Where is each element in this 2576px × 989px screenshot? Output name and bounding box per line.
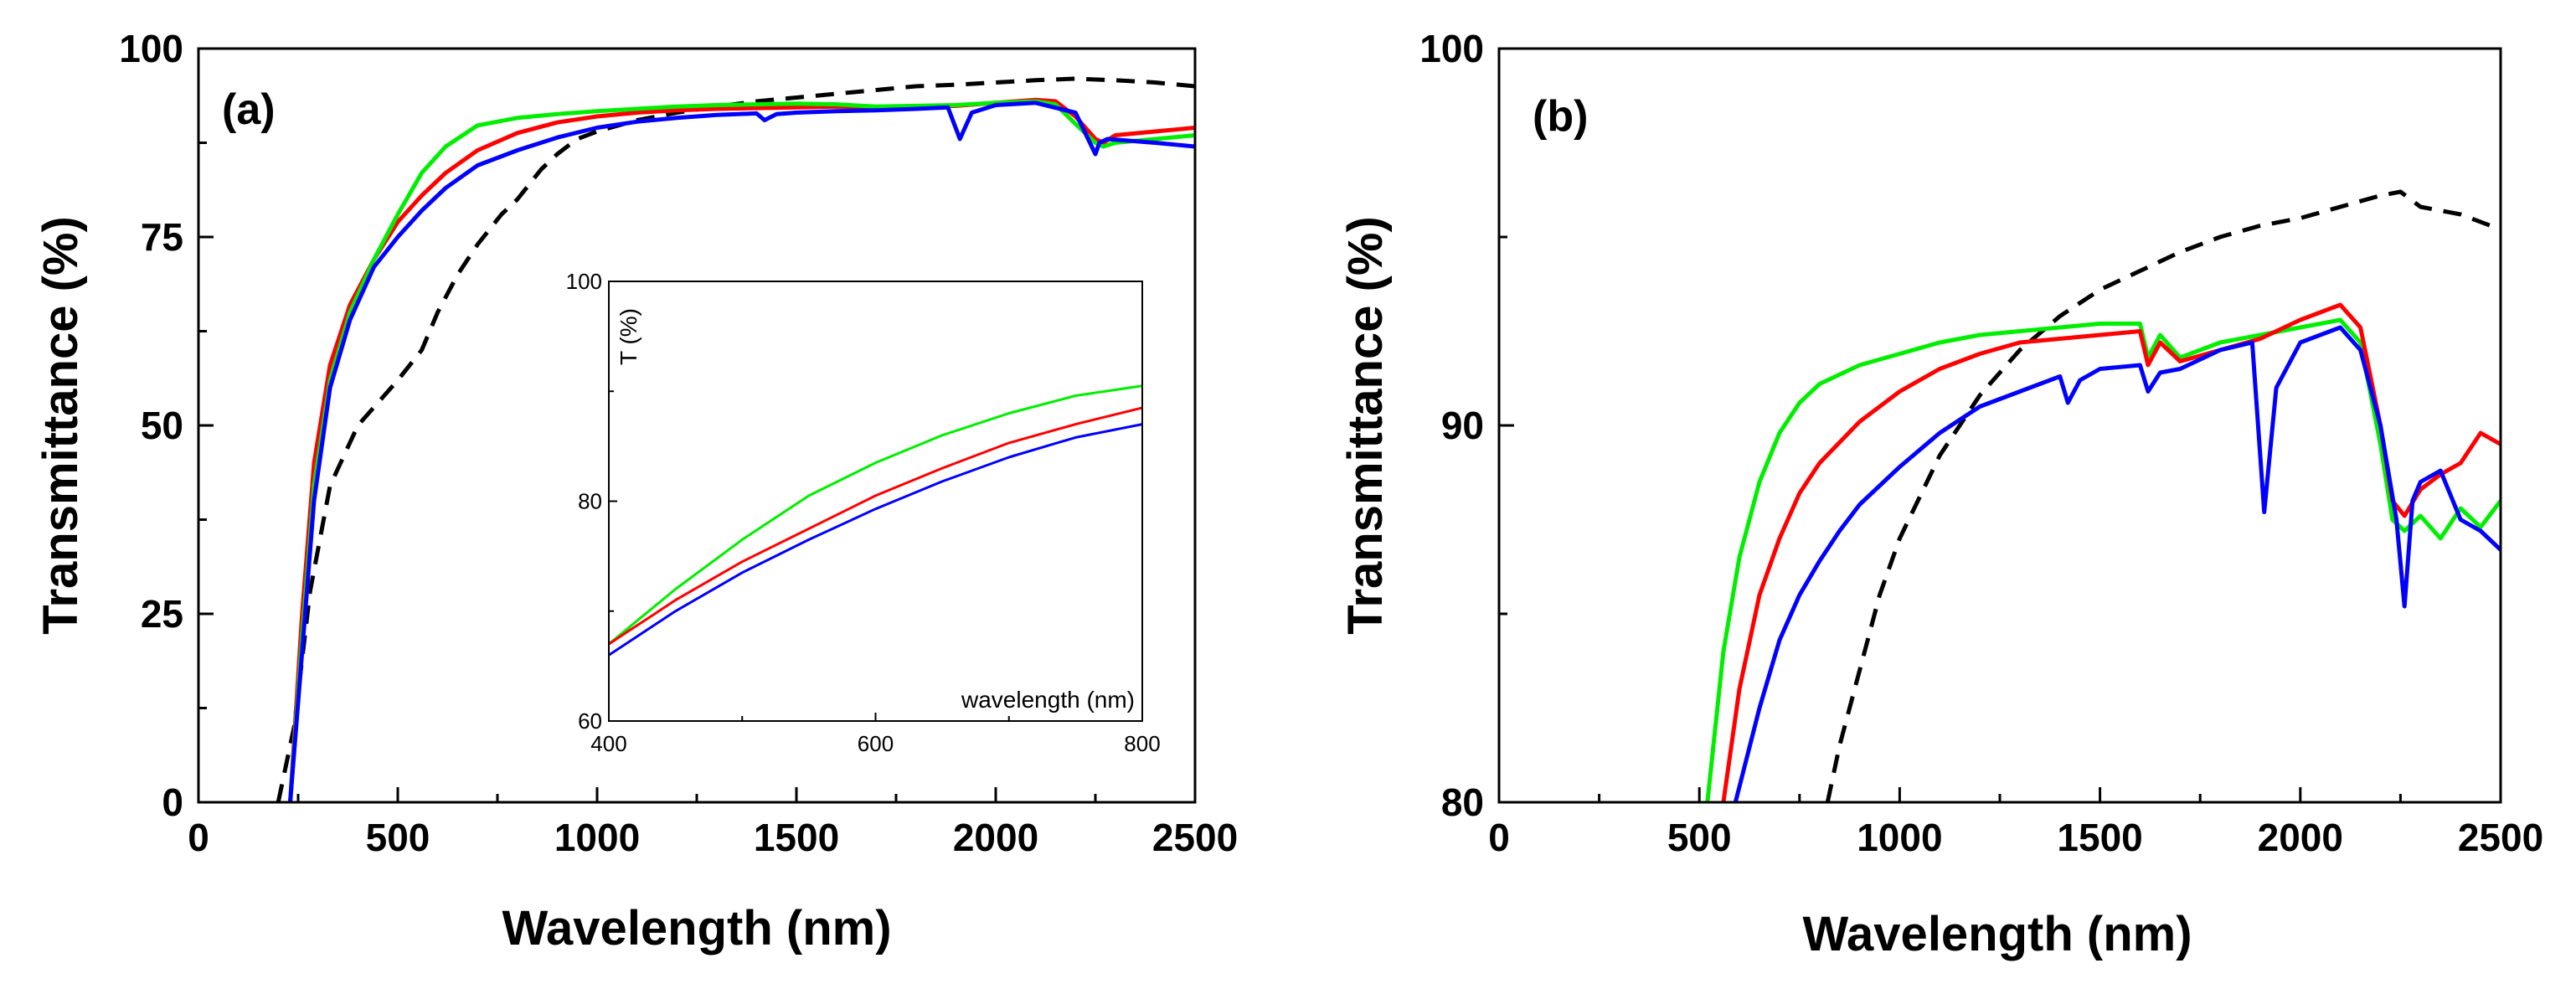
panel-b-series-blue xyxy=(1733,325,2501,802)
panel-b-plot-frame xyxy=(1497,47,2502,804)
inset-a-ytick-label: 60 xyxy=(578,708,602,734)
panel-a-ticks: 0 500 1000 1500 2000 2500 0 25 50 75 100 xyxy=(119,27,1238,859)
panel-b-xtick-label: 1000 xyxy=(1857,816,1942,859)
panel-a-series-blue xyxy=(288,100,1195,802)
panel-b-series-green xyxy=(1705,317,2501,802)
panel-b-xtick-label: 500 xyxy=(1667,816,1732,859)
panel-a-ytick-label: 25 xyxy=(141,592,183,636)
inset-a-xtick-label: 400 xyxy=(590,731,626,756)
panel-a-xtick-label: 500 xyxy=(366,816,430,859)
panel-a-series-black xyxy=(276,76,1195,802)
panel-b-series-red xyxy=(1721,302,2501,802)
inset-a-series-blue xyxy=(609,423,1142,657)
panel-a-xlabel: Wavelength (nm) xyxy=(502,901,891,956)
panel-b-ytick-label: 90 xyxy=(1441,404,1484,447)
inset-a-series-green xyxy=(609,384,1142,646)
panel-a-ytick-label: 75 xyxy=(141,215,183,259)
panel-b-xtick-label: 2500 xyxy=(2458,816,2543,859)
inset-a-ytick-label: 80 xyxy=(578,489,602,514)
panel-a-inset: 400 600 800 60 80 100 T (%) wavelength (nm) xyxy=(566,269,1161,756)
panel-b-ylabel: Transmittance (%) xyxy=(1338,216,1393,635)
panel-a-xtick-label: 1500 xyxy=(754,816,839,859)
inset-ylabel: T (%) xyxy=(616,308,641,365)
panel-a-ylabel: Transmittance (%) xyxy=(33,216,88,635)
panel-b-xlabel: Wavelength (nm) xyxy=(1802,907,2192,961)
panel-a-xtick-label: 1000 xyxy=(554,816,640,859)
panel-b-ticks: 0 500 1000 1500 2000 2500 80 90 100 xyxy=(1419,27,2543,859)
panel-a-series xyxy=(276,76,1195,802)
inset-ticks: 400 600 800 60 80 100 xyxy=(566,269,1161,756)
panel-a-ytick-label: 100 xyxy=(119,27,183,70)
panel-b-xtick-label: 2000 xyxy=(2258,816,2343,859)
panel-b-ytick-label: 80 xyxy=(1441,780,1484,824)
panel-a-chart: 0 500 1000 1500 2000 2500 0 25 50 75 100 (a) Wavel… xyxy=(33,27,1238,956)
inset-a-series-red xyxy=(609,406,1142,646)
panel-a-xtick-label: 2000 xyxy=(953,816,1038,859)
panel-b-series xyxy=(1705,189,2501,802)
panel-b-label: (b) xyxy=(1533,92,1588,141)
inset-series xyxy=(609,384,1142,657)
panel-a-ytick-label: 0 xyxy=(162,780,183,824)
panel-b-ytick-label: 100 xyxy=(1419,27,1484,70)
panel-b-series-black xyxy=(1825,189,2501,802)
panel-b-chart: 0 500 1000 1500 2000 2500 80 90 100 (b) Waveleng… xyxy=(1338,27,2543,961)
inset-xlabel: wavelength (nm) xyxy=(961,687,1135,713)
panel-a-series-green xyxy=(288,99,1195,802)
panel-a-xtick-label: 0 xyxy=(188,816,209,859)
inset-a-xtick-label: 600 xyxy=(858,731,894,756)
inset-a-xtick-label: 800 xyxy=(1124,731,1160,756)
panel-b-xtick-label: 1500 xyxy=(2057,816,2142,859)
panel-a-label: (a) xyxy=(222,85,276,134)
inset-background xyxy=(609,281,1142,721)
panel-a-xtick-label: 2500 xyxy=(1152,816,1238,859)
panel-b-xtick-label: 0 xyxy=(1488,816,1510,859)
inset-a-ytick-label: 100 xyxy=(566,269,602,294)
panel-a-ytick-label: 50 xyxy=(141,404,183,447)
